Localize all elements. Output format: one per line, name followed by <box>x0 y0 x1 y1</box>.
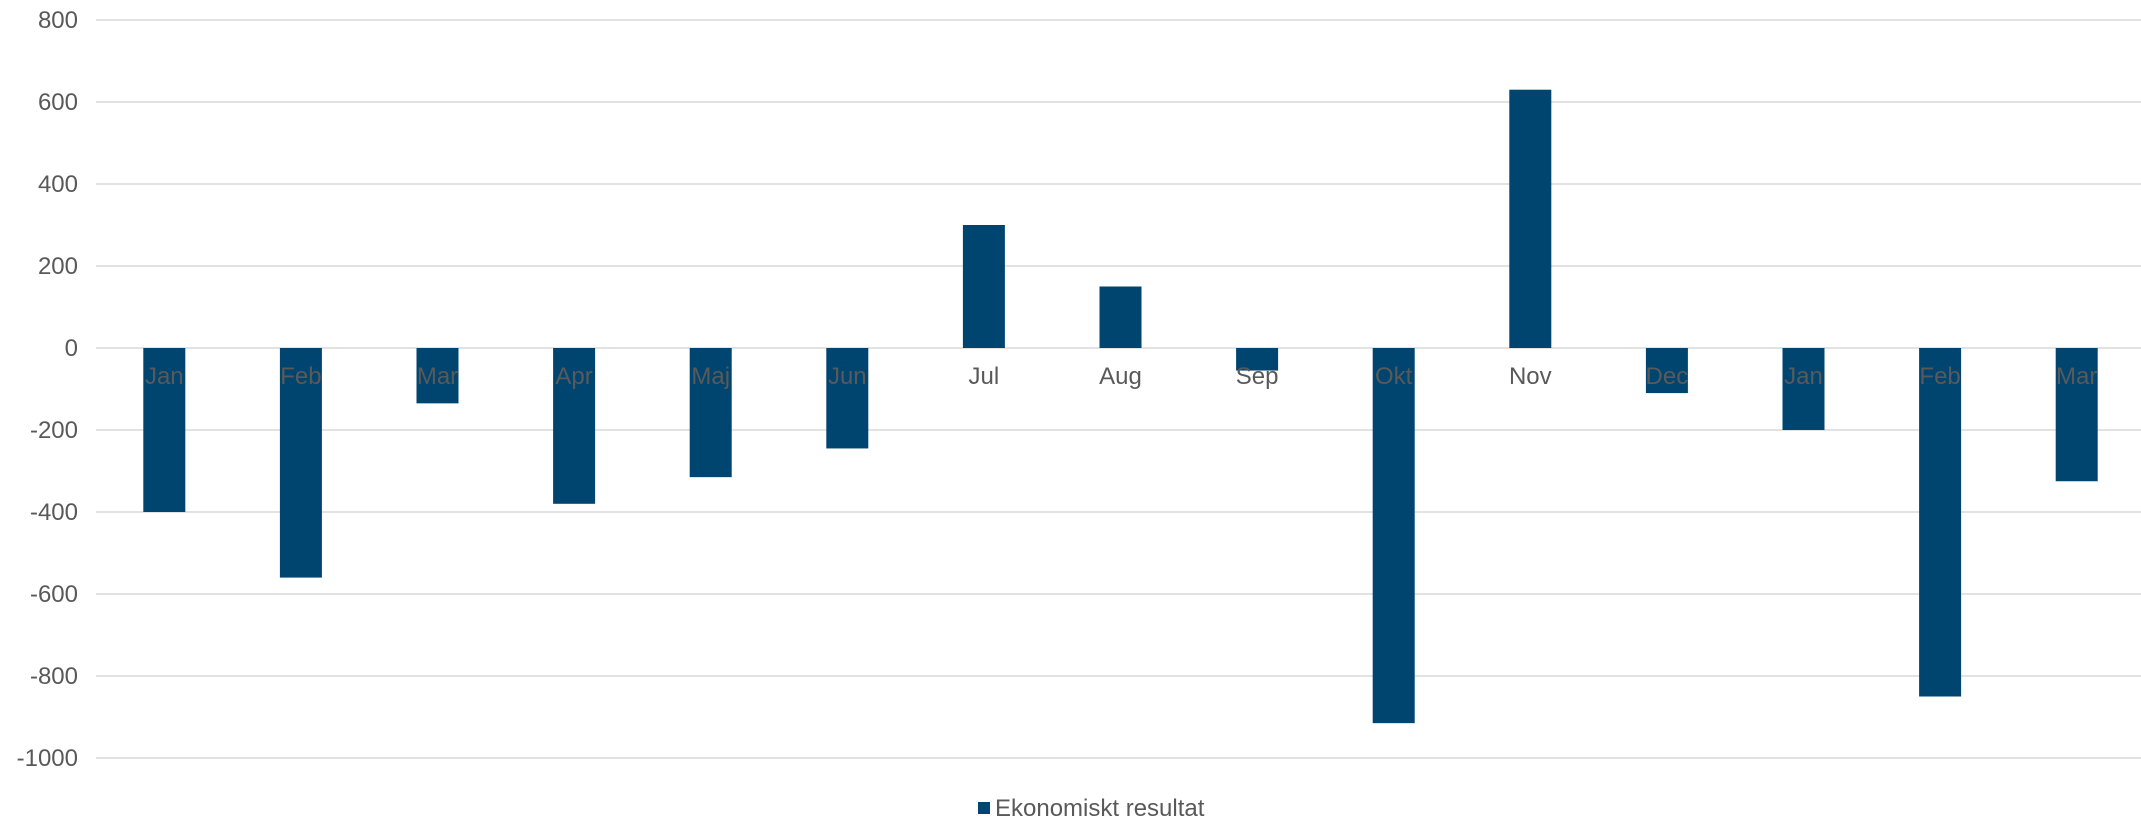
bars <box>143 89 2098 724</box>
x-category-label: Sep <box>1236 363 1279 390</box>
bar <box>1919 348 1962 697</box>
y-tick-label: -400 <box>30 499 78 526</box>
legend-label: Ekonomiskt resultat <box>995 795 1205 821</box>
y-tick-label: -1000 <box>17 745 78 772</box>
bar <box>1099 286 1142 348</box>
bar <box>1372 348 1415 724</box>
x-category-label: Feb <box>1919 363 1960 390</box>
bar <box>826 348 869 449</box>
y-tick-label: 0 <box>65 335 78 362</box>
bar <box>1645 348 1688 394</box>
x-axis-category-labels: Jan Feb Mar Apr Maj Jun Jul Aug Sep Okt Nov Dec Jan F… <box>145 363 2097 390</box>
y-axis-tick-labels: 800 600 400 200 0 -200 -400 -600 -800 -1000 <box>17 7 78 772</box>
bar <box>962 225 1005 348</box>
x-category-label: Feb <box>280 363 321 390</box>
bar <box>416 348 459 404</box>
x-category-label: Maj <box>691 363 730 390</box>
x-category-label: Jun <box>828 363 867 390</box>
x-category-label: Mar <box>417 363 458 390</box>
y-tick-label: -600 <box>30 581 78 608</box>
x-category-label: Jul <box>969 363 1000 390</box>
x-category-label: Nov <box>1509 363 1552 390</box>
bar <box>143 348 186 512</box>
x-category-label: Jan <box>1784 363 1823 390</box>
bar <box>1782 348 1825 430</box>
x-category-label: Jan <box>145 363 184 390</box>
y-tick-label: 800 <box>38 7 78 34</box>
y-tick-label: -800 <box>30 663 78 690</box>
y-tick-label: 200 <box>38 253 78 280</box>
x-category-label: Apr <box>555 363 592 390</box>
bar <box>1509 89 1552 348</box>
bar <box>1236 348 1279 371</box>
bar <box>553 348 596 504</box>
bar <box>689 348 732 478</box>
x-category-label: Aug <box>1099 363 1142 390</box>
x-category-label: Dec <box>1646 363 1689 390</box>
legend-swatch <box>978 802 990 814</box>
legend: Ekonomiskt resultat <box>978 795 1205 821</box>
y-tick-label: -200 <box>30 417 78 444</box>
bar <box>2055 348 2098 482</box>
y-tick-label: 600 <box>38 89 78 116</box>
x-category-label: Okt <box>1375 363 1413 390</box>
x-category-label: Mar <box>2056 363 2097 390</box>
bar <box>279 348 322 578</box>
y-tick-label: 400 <box>38 171 78 198</box>
